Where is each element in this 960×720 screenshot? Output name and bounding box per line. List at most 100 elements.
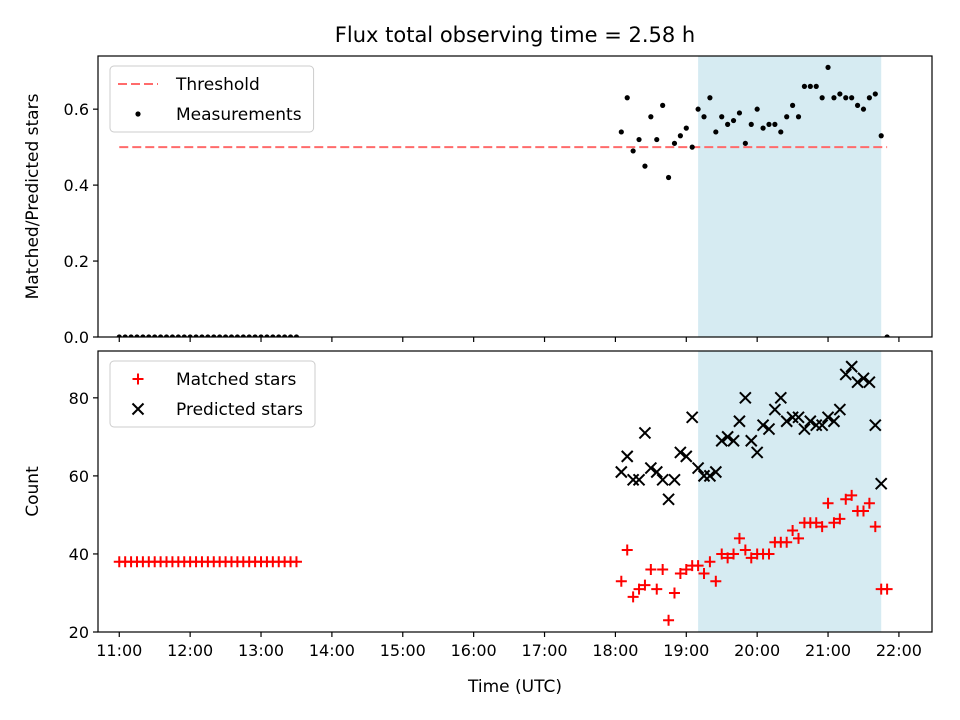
predicted-stars-point bbox=[709, 465, 723, 479]
legend-matched-stars: Matched stars bbox=[176, 370, 296, 390]
measurement-point bbox=[240, 334, 246, 337]
measurement-point bbox=[677, 133, 683, 139]
measurement-point bbox=[813, 83, 819, 89]
measurement-point bbox=[707, 95, 713, 101]
axes-frame bbox=[97, 350, 933, 633]
measurement-point bbox=[801, 83, 808, 89]
measurement-point bbox=[872, 91, 878, 97]
predicted-stars-point bbox=[745, 434, 758, 447]
matched-stars-point bbox=[834, 513, 846, 525]
measurement-point bbox=[618, 129, 624, 135]
measurement-point bbox=[671, 140, 678, 146]
legend-x-swatch bbox=[131, 402, 145, 416]
predicted-stars-point bbox=[615, 465, 628, 479]
x-axis-label: Time (UTC) bbox=[467, 677, 562, 697]
predicted-stars-point bbox=[845, 360, 858, 373]
predicted-stars-point bbox=[839, 368, 852, 381]
observing-window-band bbox=[698, 56, 882, 337]
measurement-point bbox=[719, 114, 725, 120]
matched-stars-point bbox=[846, 489, 858, 501]
x-tick-label: 17:00 bbox=[521, 641, 567, 660]
predicted-stars-point bbox=[697, 469, 711, 483]
measurement-point bbox=[146, 334, 152, 337]
x-tick-label: 16:00 bbox=[451, 641, 497, 660]
measurement-point bbox=[843, 95, 849, 101]
predicted-stars-point bbox=[798, 422, 811, 436]
measurement-point bbox=[854, 102, 861, 108]
predicted-stars-point bbox=[821, 411, 835, 424]
measurement-point bbox=[636, 136, 642, 143]
x-tick-label: 11:00 bbox=[96, 641, 142, 660]
measurement-point bbox=[778, 129, 784, 135]
legend-predicted-stars: Predicted stars bbox=[176, 400, 303, 420]
measurement-point bbox=[689, 144, 695, 150]
predicted-stars-point bbox=[703, 469, 717, 483]
measurement-point bbox=[217, 334, 223, 337]
measurement-point bbox=[222, 334, 229, 337]
matched-stars-point bbox=[733, 532, 745, 544]
y-tick-label: 0.6 bbox=[64, 100, 89, 119]
predicted-stars-point bbox=[804, 415, 817, 428]
y-axis-label: Count bbox=[23, 466, 43, 517]
predicted-stars-point bbox=[869, 418, 882, 432]
measurement-point bbox=[116, 334, 122, 337]
measurement-point bbox=[725, 121, 731, 127]
measurement-point bbox=[199, 334, 205, 337]
measurement-point bbox=[748, 121, 754, 127]
predicted-stars-point bbox=[626, 473, 640, 486]
predicted-stars-point bbox=[827, 415, 841, 428]
x-tick-label: 19:00 bbox=[663, 641, 709, 660]
figure-title: Flux total observing time = 2.58 h bbox=[335, 23, 695, 47]
y-tick-label: 0.0 bbox=[64, 328, 89, 347]
measurement-point bbox=[790, 102, 796, 108]
y-tick-label: 40 bbox=[69, 545, 89, 564]
count-panel: 20 40 60 80 Count 11:00 12:00 13:00 14:00 15:00 16… bbox=[23, 350, 933, 660]
matched-stars-point bbox=[639, 579, 651, 591]
predicted-stars-point bbox=[727, 434, 740, 447]
measurement-point bbox=[624, 95, 630, 101]
predicted-stars-point bbox=[786, 411, 799, 424]
matched-stars-point bbox=[822, 497, 834, 509]
matched-stars-point bbox=[674, 567, 686, 579]
y-tick-label: 60 bbox=[69, 467, 89, 486]
legend-threshold: Threshold bbox=[175, 75, 260, 95]
measurement-point bbox=[205, 334, 211, 337]
measurement-point bbox=[270, 334, 276, 337]
predicted-stars-point bbox=[668, 473, 681, 486]
measurement-point bbox=[134, 334, 140, 337]
measurement-point bbox=[860, 106, 867, 112]
plot-area bbox=[116, 56, 890, 337]
measurement-point bbox=[866, 95, 872, 101]
measurement-point bbox=[754, 106, 760, 112]
legend-plus-swatch bbox=[132, 373, 144, 385]
measurement-point bbox=[884, 334, 890, 337]
x-tick-label: 15:00 bbox=[380, 641, 426, 660]
legend: Threshold Measurements bbox=[109, 65, 315, 133]
measurement-point bbox=[287, 334, 294, 337]
matched-stars-point bbox=[881, 583, 893, 595]
measurement-point bbox=[695, 106, 701, 112]
predicted-stars-point bbox=[863, 376, 876, 389]
measurement-point bbox=[128, 334, 134, 337]
x-tick-label: 18:00 bbox=[592, 641, 638, 660]
measurement-point bbox=[193, 334, 199, 337]
measurement-point bbox=[683, 125, 689, 131]
matched-stars-point bbox=[728, 548, 740, 560]
predicted-stars-point bbox=[680, 450, 693, 463]
x-tick-label: 22:00 bbox=[876, 641, 922, 660]
plot-area bbox=[113, 351, 893, 632]
matched-stars-point bbox=[863, 497, 875, 509]
y-tick-label: 80 bbox=[69, 389, 89, 408]
matched-stars-point bbox=[781, 536, 793, 548]
measurement-point bbox=[713, 129, 719, 135]
measurement-point bbox=[730, 117, 737, 124]
matched-stars-point bbox=[651, 583, 663, 595]
y-axis-label: Matched/Predicted stars bbox=[23, 93, 43, 299]
matched-stars-point bbox=[668, 587, 680, 599]
matched-stars-point bbox=[645, 564, 657, 576]
axes-frame bbox=[97, 55, 933, 338]
legend-measurements: Measurements bbox=[176, 105, 302, 125]
predicted-stars-point bbox=[621, 450, 634, 463]
matched-stars-point bbox=[663, 614, 675, 626]
x-tick-label: 14:00 bbox=[309, 641, 355, 660]
